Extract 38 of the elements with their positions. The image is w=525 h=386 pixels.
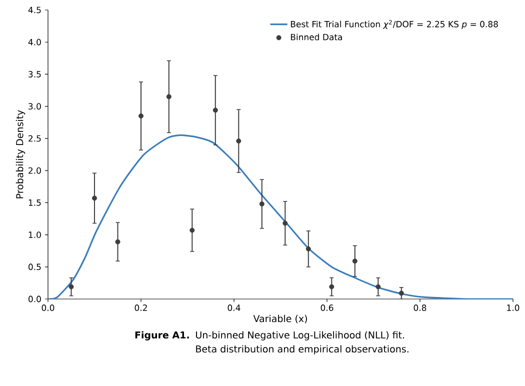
y-tick-label: 4.0 — [28, 38, 41, 46]
point — [259, 201, 264, 206]
x-tick-label: 0.6 — [320, 304, 334, 311]
x-tick-label: 0.4 — [228, 304, 240, 311]
y-tick-label: 3.5 — [28, 71, 41, 78]
y-tick-label: 1.5 — [28, 200, 41, 206]
y-tick-label: 3.0 — [28, 103, 41, 110]
point — [306, 246, 311, 252]
point — [68, 284, 74, 290]
point — [138, 113, 144, 118]
text: Un-binned Negative Log-Likelihood (NLL) fit. — [196, 331, 404, 340]
point — [236, 138, 242, 144]
point — [212, 108, 218, 113]
point — [166, 94, 172, 100]
legend-label: Best Fit Trial Function χ$^{2}$/DOF = 2.25 KS p = 0.88 — [290, 20, 498, 29]
x-tick-label: 0.8 — [414, 304, 426, 311]
y-tick-label: 1.0 — [28, 232, 41, 238]
y-tick-label: 0.5 — [28, 264, 41, 270]
y-tick-label: 0.0 — [28, 296, 41, 302]
y-tick-label: 2.5 — [28, 135, 41, 142]
point — [282, 220, 288, 226]
y-tick-label: 2.0 — [28, 167, 41, 174]
point — [398, 290, 404, 296]
text: Figure A1. — [135, 331, 189, 340]
x-axis-title: Variable (x) — [253, 314, 307, 324]
x-tick-label: 0.2 — [134, 304, 147, 311]
legend-label: Binned Data — [290, 34, 342, 40]
x-tick-label: 0.0 — [42, 304, 54, 311]
x-tick-label: 1.0 — [507, 304, 520, 311]
y-tick-label: 4.5 — [28, 6, 41, 14]
point — [352, 258, 358, 264]
point — [376, 284, 381, 290]
y-axis-title: Probability Density — [16, 110, 26, 198]
point — [329, 284, 334, 290]
point — [190, 228, 195, 233]
text: Beta distribution and empirical observations. — [196, 345, 408, 354]
point — [92, 196, 97, 201]
point — [115, 239, 120, 244]
